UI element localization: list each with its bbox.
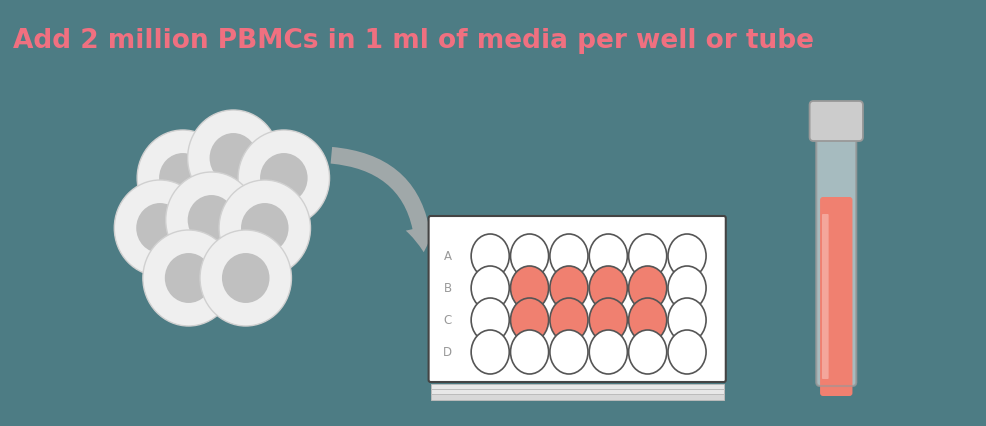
Ellipse shape: [668, 298, 705, 342]
Circle shape: [259, 153, 308, 203]
FancyBboxPatch shape: [428, 216, 725, 382]
Ellipse shape: [470, 298, 509, 342]
Text: Add 2 million PBMCs in 1 ml of media per well or tube: Add 2 million PBMCs in 1 ml of media per…: [14, 28, 813, 54]
Ellipse shape: [589, 298, 627, 342]
Ellipse shape: [470, 266, 509, 310]
Circle shape: [241, 203, 288, 253]
Circle shape: [238, 130, 329, 226]
Circle shape: [136, 203, 183, 253]
Text: A: A: [443, 250, 452, 262]
Ellipse shape: [628, 330, 667, 374]
Circle shape: [222, 253, 269, 303]
Ellipse shape: [628, 266, 667, 310]
Circle shape: [187, 195, 235, 245]
Circle shape: [219, 180, 311, 276]
FancyBboxPatch shape: [809, 101, 862, 141]
Bar: [430, 389, 723, 395]
Ellipse shape: [628, 298, 667, 342]
Circle shape: [114, 180, 205, 276]
Ellipse shape: [549, 330, 588, 374]
Ellipse shape: [589, 234, 627, 278]
Bar: [430, 384, 723, 390]
Ellipse shape: [510, 298, 548, 342]
Circle shape: [137, 130, 229, 226]
Circle shape: [166, 172, 257, 268]
Ellipse shape: [549, 298, 588, 342]
FancyBboxPatch shape: [819, 197, 852, 396]
Circle shape: [159, 153, 206, 203]
Ellipse shape: [668, 330, 705, 374]
Ellipse shape: [510, 234, 548, 278]
Bar: [430, 394, 723, 400]
FancyBboxPatch shape: [821, 214, 828, 379]
Ellipse shape: [628, 234, 667, 278]
Text: B: B: [443, 282, 452, 294]
Circle shape: [209, 133, 257, 183]
Circle shape: [143, 230, 234, 326]
Ellipse shape: [668, 234, 705, 278]
FancyArrowPatch shape: [330, 147, 435, 252]
Ellipse shape: [470, 234, 509, 278]
Ellipse shape: [589, 266, 627, 310]
Circle shape: [165, 253, 212, 303]
Circle shape: [200, 230, 291, 326]
Ellipse shape: [470, 330, 509, 374]
Text: C: C: [443, 314, 452, 326]
Ellipse shape: [510, 330, 548, 374]
Ellipse shape: [549, 266, 588, 310]
Circle shape: [187, 110, 279, 206]
Ellipse shape: [549, 234, 588, 278]
Ellipse shape: [510, 266, 548, 310]
Text: D: D: [443, 345, 452, 359]
Ellipse shape: [589, 330, 627, 374]
FancyBboxPatch shape: [815, 133, 856, 386]
Ellipse shape: [668, 266, 705, 310]
